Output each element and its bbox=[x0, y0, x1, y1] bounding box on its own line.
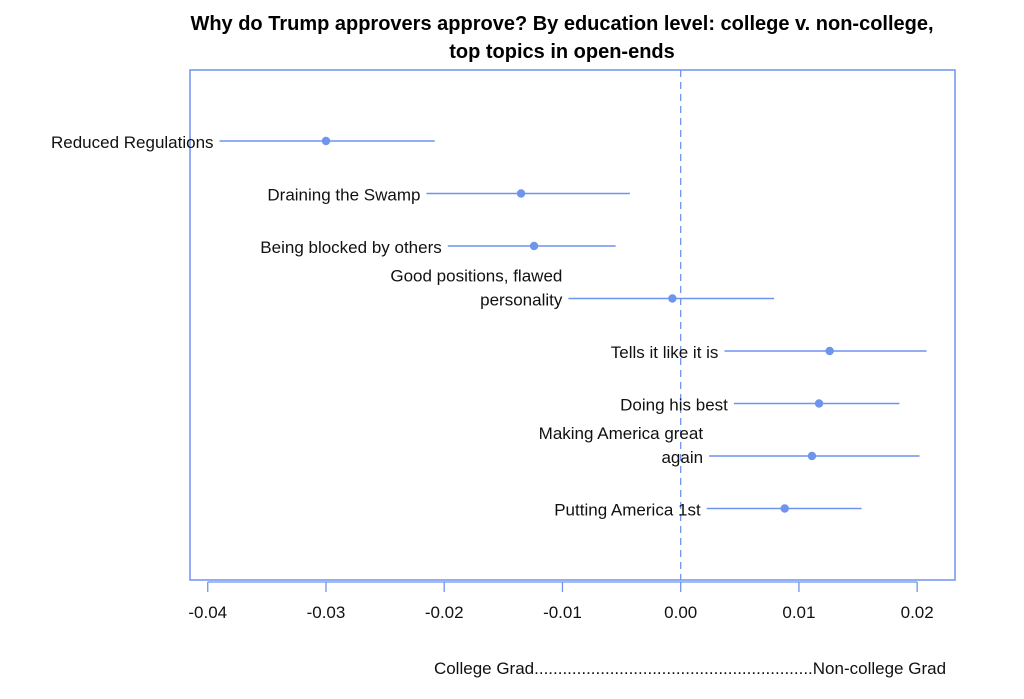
chart-subtitle: top topics in open-ends bbox=[449, 41, 675, 63]
x-tick-label: 0.00 bbox=[664, 603, 697, 622]
x-tick-label: 0.01 bbox=[782, 603, 815, 622]
point-estimate bbox=[780, 504, 789, 513]
x-tick-label: -0.04 bbox=[188, 603, 227, 622]
point-estimate bbox=[825, 346, 834, 356]
point-estimate bbox=[668, 294, 677, 303]
x-axis-label: College Grad............................… bbox=[434, 659, 946, 678]
point-estimate bbox=[516, 189, 526, 198]
category-label: Putting America 1st bbox=[554, 501, 701, 520]
category-label: again bbox=[661, 448, 703, 467]
category-label: Reduced Regulations bbox=[51, 133, 214, 152]
point-estimate bbox=[807, 451, 817, 461]
point-estimate bbox=[529, 241, 539, 251]
category-label: Good positions, flawed bbox=[390, 267, 562, 286]
category-label: Tells it like it is bbox=[611, 343, 719, 362]
category-label: personality bbox=[480, 291, 563, 310]
point-estimate bbox=[321, 136, 331, 146]
category-label: Doing his best bbox=[620, 396, 728, 415]
x-tick-label: -0.01 bbox=[543, 603, 582, 622]
x-axis-ticks: -0.04 -0.03 -0.02 -0.01 0.00 0.01 0.02 bbox=[188, 582, 934, 622]
category-label: Making America great bbox=[539, 424, 704, 443]
x-tick-label: 0.02 bbox=[901, 603, 934, 622]
estimates-group: Reduced Regulations Draining the Swamp Bei… bbox=[51, 133, 927, 520]
point-estimate bbox=[814, 399, 824, 408]
plot-frame bbox=[189, 69, 956, 581]
x-tick-label: -0.03 bbox=[307, 603, 346, 622]
chart-title: Why do Trump approvers approve? By educa… bbox=[190, 13, 933, 35]
category-label: Being blocked by others bbox=[260, 238, 441, 257]
category-label: Draining the Swamp bbox=[267, 186, 420, 205]
x-tick-label: -0.02 bbox=[425, 603, 464, 622]
